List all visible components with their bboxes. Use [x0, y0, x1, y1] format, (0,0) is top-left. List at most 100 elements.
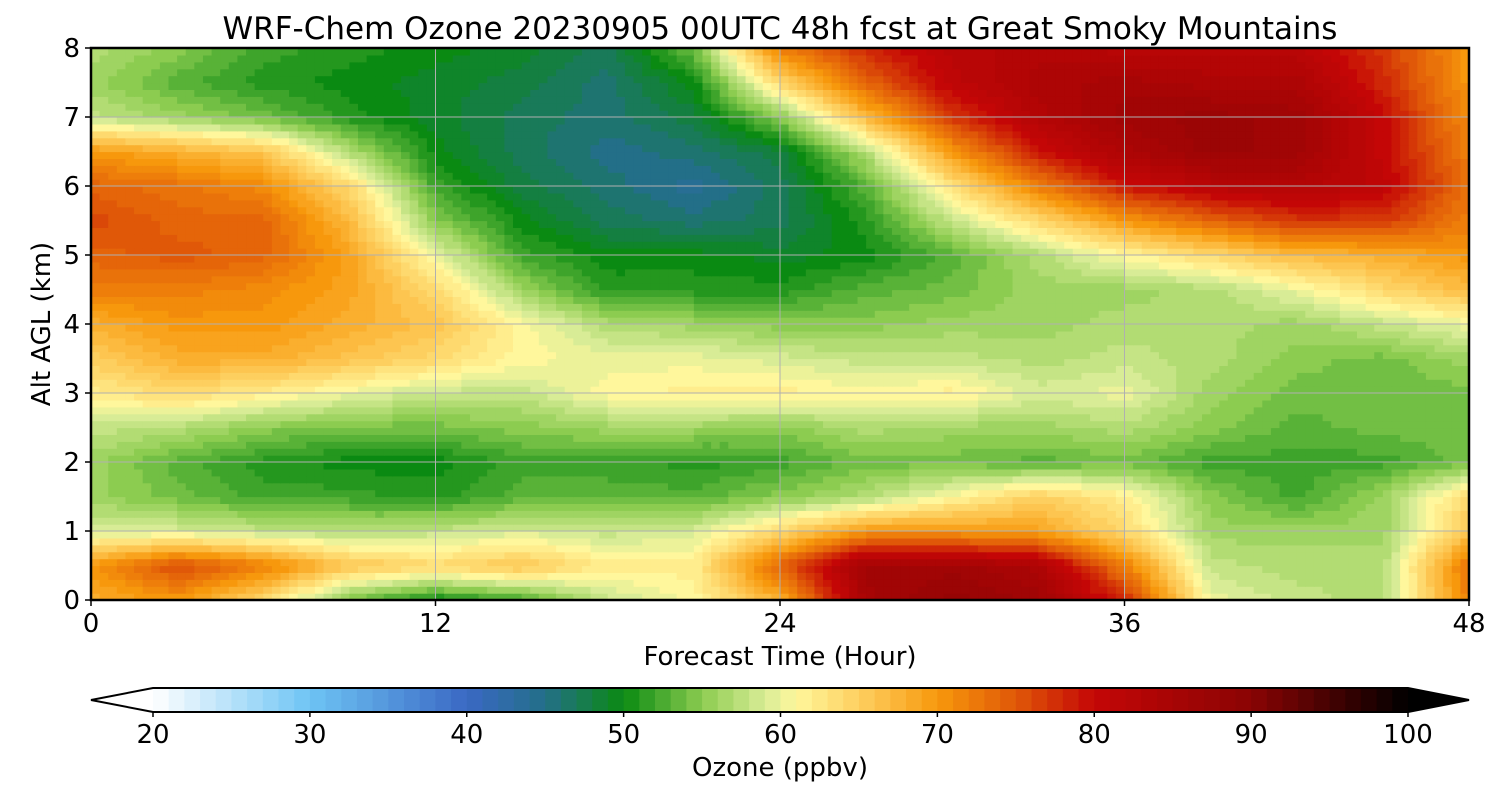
heatmap-cell [435, 489, 445, 498]
heatmap-cell [194, 455, 204, 463]
heatmap-cell [487, 544, 497, 553]
heatmap-cell [935, 434, 945, 442]
heatmap-cell [676, 579, 686, 587]
heatmap-cell [263, 531, 273, 539]
heatmap-cell [1253, 558, 1263, 567]
heatmap-cell [952, 393, 962, 401]
heatmap-cell [1270, 558, 1281, 567]
heatmap-cell [840, 537, 850, 546]
heatmap-cell [926, 399, 936, 408]
heatmap-cell [383, 524, 394, 532]
heatmap-cell [478, 406, 488, 415]
heatmap-cell [444, 510, 454, 518]
heatmap-cell [831, 503, 841, 511]
heatmap-cell [452, 413, 462, 422]
heatmap-cell [556, 531, 566, 539]
heatmap-cell [805, 393, 816, 401]
heatmap-cell [220, 593, 230, 600]
heatmap-cell [1150, 406, 1160, 415]
heatmap-cell [1003, 503, 1014, 511]
heatmap-cell [1055, 579, 1065, 587]
heatmap-cell [185, 524, 195, 532]
heatmap-cell [280, 468, 290, 477]
heatmap-cell [633, 413, 643, 422]
heatmap-cell [1279, 434, 1289, 442]
heatmap-cell [1090, 558, 1100, 567]
heatmap-cell [780, 413, 790, 422]
heatmap-cell [891, 565, 902, 573]
heatmap-cell [771, 544, 781, 553]
heatmap-cell [357, 531, 368, 539]
heatmap-cell [780, 386, 790, 394]
heatmap-cell [151, 434, 161, 442]
heatmap-cell [125, 510, 135, 518]
heatmap-cell [1434, 565, 1444, 573]
heatmap-cell [1055, 496, 1065, 504]
heatmap-cell [452, 406, 462, 415]
heatmap-cell [1339, 427, 1350, 435]
heatmap-cell [762, 406, 772, 415]
heatmap-cell [271, 455, 282, 463]
heatmap-cell [1072, 537, 1083, 546]
heatmap-cell [771, 496, 781, 504]
heatmap-cell [1090, 441, 1100, 449]
heatmap-cell [1064, 399, 1074, 408]
heatmap-cell [409, 565, 419, 573]
heatmap-cell [366, 537, 376, 546]
heatmap-cell [1331, 468, 1341, 477]
heatmap-cell [754, 565, 764, 573]
heatmap-cell [771, 399, 781, 408]
heatmap-cell [280, 551, 290, 560]
heatmap-cell [1124, 413, 1134, 422]
heatmap-cell [1176, 524, 1186, 532]
heatmap-cell [1313, 393, 1324, 401]
heatmap-cell [263, 386, 273, 394]
heatmap-cell [788, 496, 798, 504]
heatmap-cell [185, 482, 195, 491]
heatmap-cell [823, 551, 833, 560]
heatmap-cell [1012, 496, 1022, 504]
heatmap-cell [108, 586, 118, 594]
heatmap-cell [840, 572, 850, 580]
heatmap-cell [1210, 393, 1220, 401]
heatmap-cell [978, 544, 988, 553]
heatmap-cell [409, 551, 419, 560]
heatmap-cell [108, 517, 118, 525]
heatmap-cell [1348, 462, 1358, 470]
heatmap-cell [556, 399, 566, 408]
heatmap-cell [693, 448, 704, 456]
heatmap-cell [642, 427, 652, 435]
heatmap-cell [375, 475, 385, 484]
heatmap-cell [228, 427, 239, 435]
heatmap-cell [900, 558, 910, 567]
heatmap-cell [409, 386, 419, 394]
heatmap-cell [1090, 468, 1100, 477]
heatmap-cell [401, 565, 411, 573]
heatmap-cell [650, 503, 661, 511]
heatmap-cell [607, 517, 617, 525]
heatmap-cell [616, 462, 626, 470]
heatmap-cell [1064, 386, 1074, 394]
heatmap-cell [556, 462, 566, 470]
heatmap-cell [314, 558, 325, 567]
heatmap-cell [599, 482, 609, 491]
heatmap-cell [616, 544, 626, 553]
heatmap-cell [220, 379, 230, 387]
heatmap-cell [1227, 420, 1238, 429]
heatmap-cell [590, 413, 600, 422]
heatmap-cell [866, 503, 876, 511]
heatmap-cell [323, 572, 333, 580]
heatmap-cell [736, 593, 747, 600]
heatmap-cell [978, 531, 988, 539]
heatmap-cell [650, 572, 661, 580]
heatmap-cell [1305, 434, 1315, 442]
heatmap-cell [1253, 462, 1263, 470]
heatmap-cell [108, 558, 118, 567]
heatmap-cell [986, 565, 996, 573]
heatmap-cell [780, 551, 790, 560]
heatmap-cell [693, 544, 704, 553]
heatmap-cell [969, 462, 979, 470]
heatmap-cell [1374, 475, 1384, 484]
heatmap-cell [1296, 517, 1306, 525]
heatmap-cell [857, 531, 867, 539]
